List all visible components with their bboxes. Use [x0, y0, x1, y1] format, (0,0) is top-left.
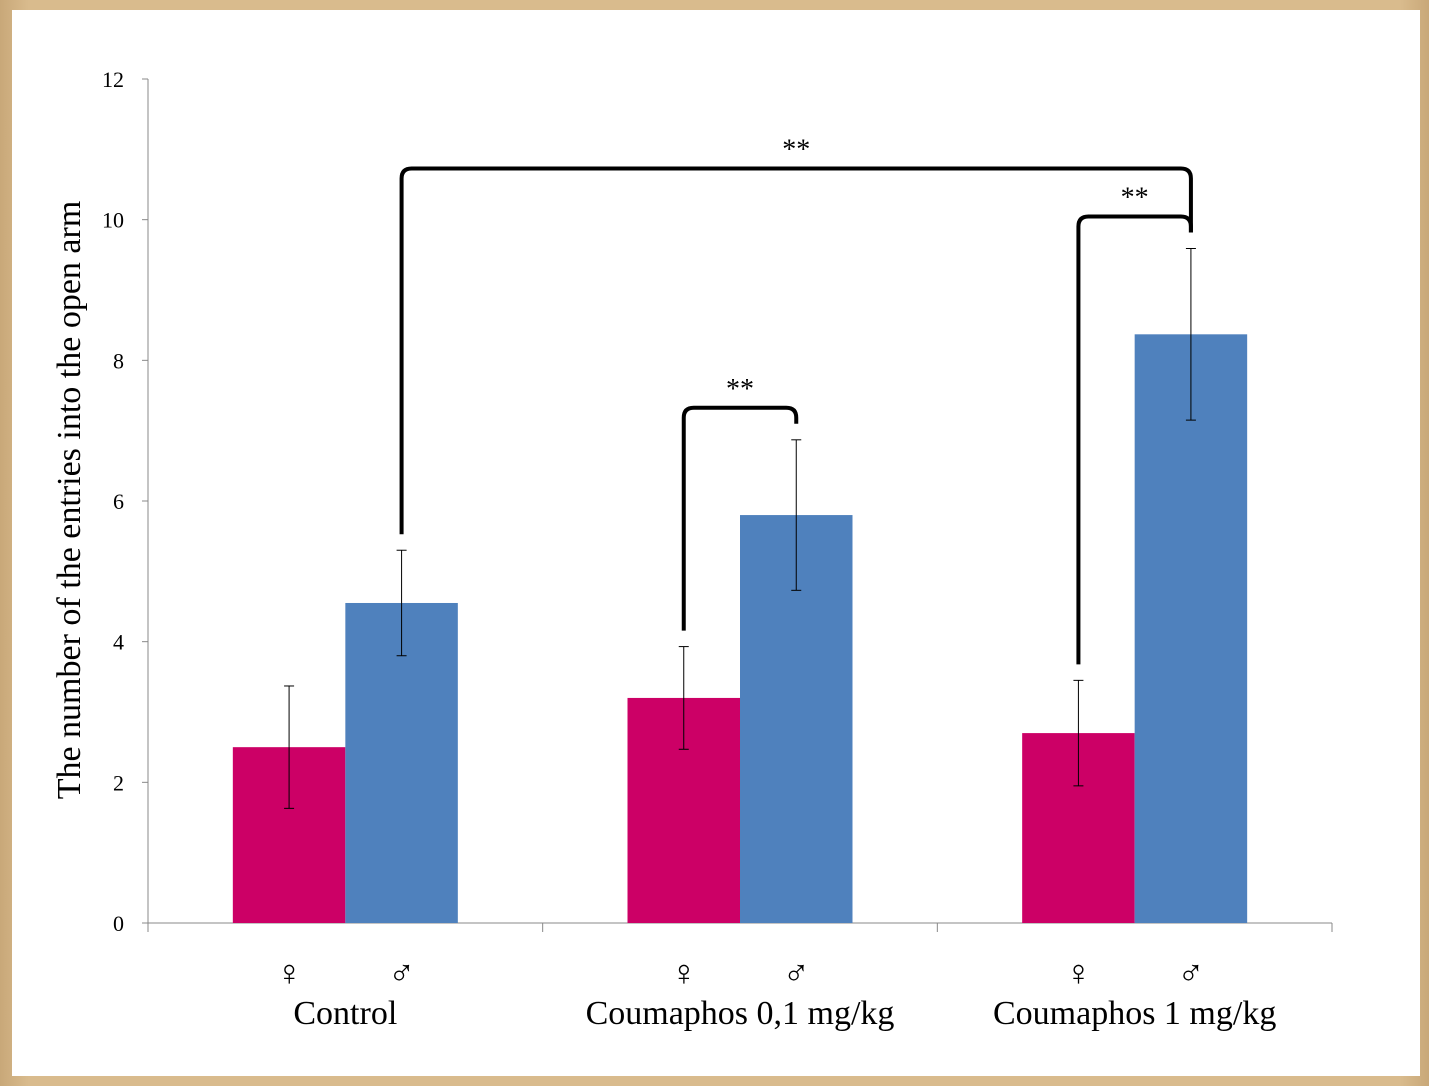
significance-label: ** — [726, 374, 754, 405]
y-tick-label: 2 — [113, 770, 124, 795]
significance-label: ** — [782, 135, 810, 166]
bars — [232, 334, 1248, 923]
x-category-label: Coumaphos 1 mg/kg — [993, 995, 1276, 1032]
y-axis-label: The number of the entries into the open … — [51, 201, 88, 800]
significance-bracket — [681, 405, 799, 631]
x-sub-label: ♀ — [276, 953, 303, 993]
significance-bracket — [1076, 214, 1193, 665]
x-sub-label: ♂ — [388, 953, 415, 993]
y-tick-label: 0 — [113, 911, 124, 936]
y-tick-label: 6 — [113, 489, 124, 514]
significance-label: ** — [1121, 183, 1149, 214]
x-sub-label: ♀ — [1065, 953, 1092, 993]
labels: ♀ ♂Control♀ ♂Coumaphos 0,1 mg/kg♀ ♂Coumapho… — [276, 953, 1277, 1032]
x-sub-label: ♂ — [1177, 953, 1204, 993]
significance-brackets: ** ** ** — [399, 135, 1193, 665]
bar — [1134, 334, 1248, 923]
y-tick-label: 12 — [102, 67, 124, 92]
x-sub-label: ♀ — [670, 953, 697, 993]
significance-bracket — [399, 166, 1193, 535]
y-tick-label: 10 — [102, 208, 124, 233]
error-bars — [284, 248, 1196, 809]
x-category-label: Control — [293, 995, 397, 1032]
y-tick-label: 8 — [113, 348, 124, 373]
y-tick-label: 4 — [113, 630, 124, 655]
x-category-label: Coumaphos 0,1 mg/kg — [586, 995, 895, 1032]
bar — [345, 602, 458, 923]
x-sub-label: ♂ — [783, 953, 810, 993]
